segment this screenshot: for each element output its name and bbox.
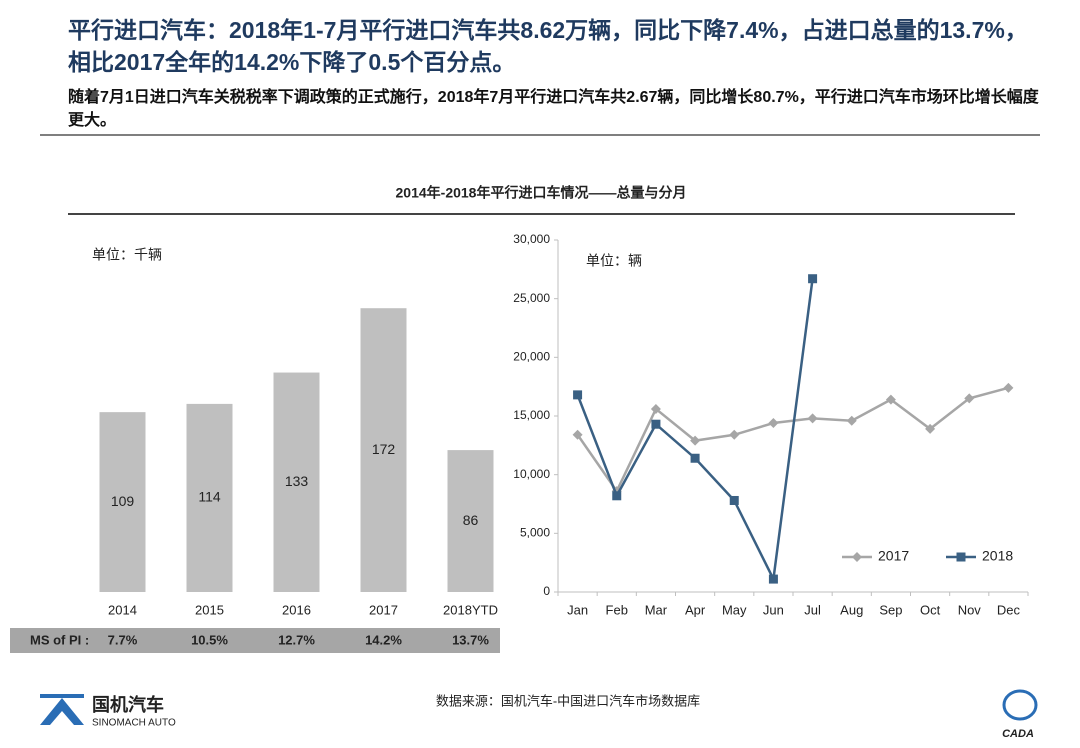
point (572, 429, 583, 440)
y-tick-label: 0 (543, 584, 550, 598)
x-tick-label: Dec (997, 602, 1021, 617)
logo-name: 国机汽车 (92, 694, 164, 715)
share-label: MS of PI : (30, 632, 89, 647)
slide-subtitle: 随着7月1日进口汽车关税税率下调政策的正式施行，2018年7月平行进口汽车共2.… (68, 89, 1039, 129)
logo-right-text: CADA (1002, 728, 1034, 740)
point (846, 415, 857, 426)
share-value: 12.7% (278, 632, 315, 647)
logo-right: CADA (1002, 689, 1038, 740)
share-value: 13.7% (452, 632, 489, 647)
logo-left: 国机汽车 SINOMACH AUTO (40, 694, 176, 729)
share-value: 7.7% (108, 632, 138, 647)
x-tick-label: 2015 (195, 602, 224, 617)
series-line (576, 278, 814, 584)
point (768, 418, 779, 429)
source: 数据来源：国机汽车-中国进口汽车市场数据库 (436, 693, 700, 708)
bar (447, 450, 494, 592)
x-tick-label: Jun (763, 602, 784, 617)
slide-title: 平行进口汽车：2018年1-7月平行进口汽车共8.62万辆，同比下降7.4%，占… (68, 17, 1028, 75)
point (729, 495, 739, 505)
bar (360, 308, 407, 592)
logo-english: SINOMACH AUTO (92, 718, 176, 729)
x-tick-label: Jan (567, 602, 588, 617)
legend-label: 2018 (982, 548, 1013, 564)
point (807, 413, 818, 424)
y-tick-label: 25,000 (513, 291, 550, 305)
bar-value-label: 172 (372, 441, 396, 457)
x-tick-label: Apr (685, 602, 706, 617)
share-band (10, 628, 500, 653)
x-tick-label: Oct (920, 602, 941, 617)
point (690, 435, 701, 446)
point (690, 453, 700, 463)
bar (273, 372, 320, 592)
legend-label: 2017 (878, 548, 909, 564)
logo-ring (1002, 689, 1038, 721)
x-tick-label: Mar (645, 602, 668, 617)
x-tick-label: Aug (840, 602, 863, 617)
unit-label: 单位：辆 (586, 253, 642, 269)
bar-value-label: 133 (285, 473, 309, 489)
point (651, 419, 661, 429)
x-tick-label: Sep (879, 602, 902, 617)
point (573, 390, 583, 400)
point (1003, 382, 1014, 393)
point (729, 429, 740, 440)
bar-value-label: 109 (111, 493, 135, 509)
point (768, 574, 778, 584)
point (808, 274, 818, 284)
y-tick-label: 5,000 (520, 526, 550, 540)
bar (99, 412, 146, 592)
y-tick-label: 30,000 (513, 232, 550, 246)
point (925, 423, 936, 434)
x-tick-label: May (722, 602, 747, 617)
section-title: 2014年-2018年平行进口车情况——总量与分月 (396, 185, 687, 201)
logo-icon (40, 698, 84, 725)
bar (186, 403, 233, 592)
y-tick-label: 10,000 (513, 467, 550, 481)
bar-value-label: 86 (463, 512, 479, 528)
share-value: 10.5% (191, 632, 228, 647)
legend-marker (852, 552, 862, 562)
x-tick-label: 2017 (369, 602, 398, 617)
series-line (576, 386, 1009, 494)
x-tick-label: Feb (606, 602, 628, 617)
x-tick-label: Jul (804, 602, 821, 617)
x-tick-label: 2014 (108, 602, 137, 617)
y-tick-label: 20,000 (513, 350, 550, 364)
y-tick-label: 15,000 (513, 408, 550, 422)
point (964, 393, 975, 404)
x-tick-label: 2016 (282, 602, 311, 617)
bar-value-label: 114 (198, 489, 221, 505)
legend-marker (956, 552, 966, 562)
x-tick-label: Nov (958, 602, 982, 617)
point (885, 394, 896, 405)
logo-bar (40, 694, 84, 698)
share-value: 14.2% (365, 632, 402, 647)
point (650, 403, 661, 414)
point (612, 491, 622, 501)
x-tick-label: 2018YTD (443, 602, 498, 617)
unit-label: 单位：千辆 (92, 247, 162, 263)
